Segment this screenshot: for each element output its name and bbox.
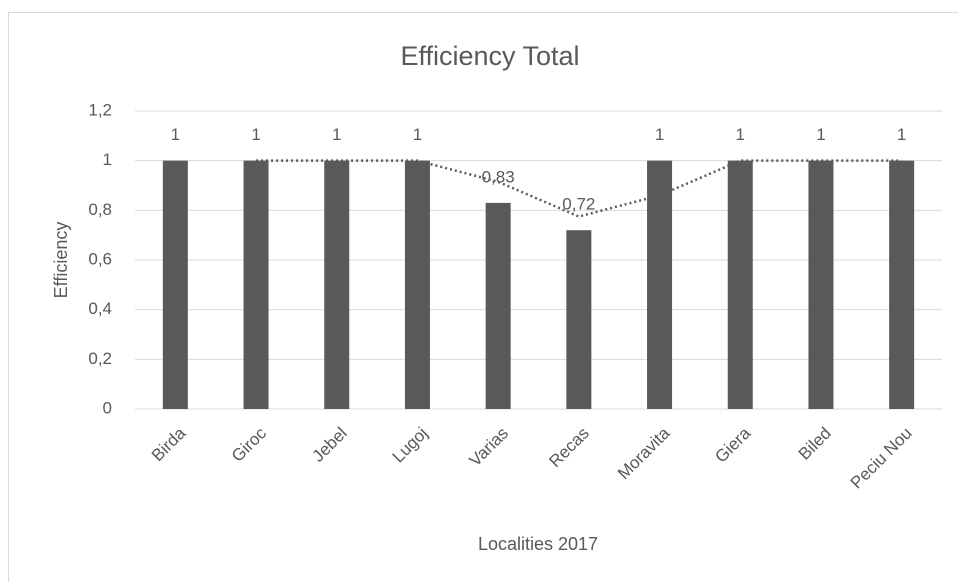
data-label: 1: [736, 125, 745, 144]
y-tick-label: 0,2: [88, 349, 112, 368]
y-tick-label: 0,8: [88, 200, 112, 219]
data-label: 1: [413, 125, 422, 144]
data-label: 1: [332, 125, 341, 144]
y-tick-label: 0,4: [88, 299, 112, 318]
bar: [566, 230, 592, 409]
data-label: 1: [816, 125, 825, 144]
y-tick-label: 0: [103, 398, 112, 417]
y-tick-label: 1,2: [88, 100, 112, 119]
bar: [485, 202, 511, 409]
data-label: 0,72: [562, 195, 595, 214]
bar: [808, 160, 834, 409]
bar: [727, 160, 753, 409]
y-tick-label: 1: [103, 150, 112, 169]
bar: [889, 160, 915, 409]
chart-title: Efficiency Total: [400, 41, 579, 71]
bar: [162, 160, 188, 409]
data-label: 1: [251, 125, 260, 144]
data-label: 0,83: [482, 167, 515, 186]
bar: [647, 160, 673, 409]
data-label: 1: [171, 125, 180, 144]
bar: [324, 160, 350, 409]
data-label: 1: [897, 125, 906, 144]
y-tick-label: 0,6: [88, 249, 112, 268]
data-label: 1: [655, 125, 664, 144]
x-axis-title: Localities 2017: [478, 534, 598, 554]
bar: [243, 160, 269, 409]
bar: [404, 160, 430, 409]
y-axis-title: Efficiency: [51, 222, 71, 299]
